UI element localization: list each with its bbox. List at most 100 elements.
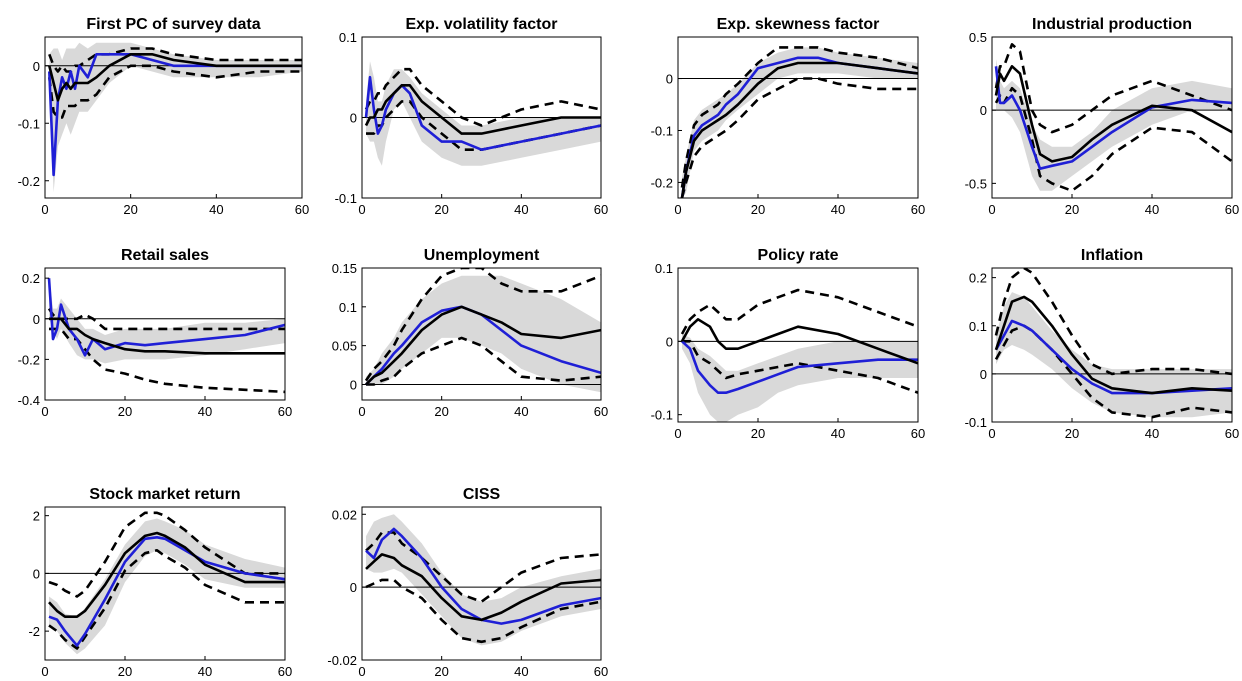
y-tick-label: 0.15 — [332, 261, 357, 276]
confidence-band — [366, 275, 601, 393]
y-tick-label: 0 — [350, 111, 357, 126]
y-tick-label: 0.05 — [332, 339, 357, 354]
x-tick-label: 0 — [358, 404, 365, 419]
series-dashed-line — [48, 549, 285, 650]
x-tick-label: 20 — [434, 404, 448, 419]
y-tick-label: -0.4 — [18, 393, 40, 408]
y-tick-label: -0.1 — [335, 191, 357, 206]
axes-frame — [44, 506, 286, 661]
x-tick-label: 40 — [831, 202, 845, 217]
axes-frame — [44, 36, 303, 199]
panel-title: Inflation — [1081, 247, 1143, 264]
series-dashed-line — [680, 77, 918, 198]
plot-area — [45, 42, 302, 193]
series-dashed-line — [680, 46, 918, 188]
y-tick-label: 0 — [666, 72, 673, 87]
series-black-line — [994, 65, 1232, 163]
x-tick-label: 40 — [514, 202, 528, 217]
confidence-band — [682, 47, 918, 198]
x-tick-label: 0 — [988, 426, 995, 441]
x-tick-label: 20 — [751, 426, 765, 441]
plot-area — [992, 268, 1232, 419]
plot-area — [992, 43, 1232, 192]
y-tick-label: 0.2 — [22, 271, 40, 286]
panel-3: Exp. skewness factor 0 20 40 60 0 -0.1 -0.2 — [651, 16, 926, 217]
confidence-band — [366, 61, 601, 166]
plot-area — [45, 274, 285, 394]
series-black-line — [48, 53, 302, 102]
series-dashed-line — [994, 268, 1232, 376]
y-tick-label: 0 — [980, 367, 987, 382]
x-tick-label: 20 — [118, 664, 132, 679]
y-tick-label: -0.02 — [327, 653, 357, 668]
series-blue-line — [365, 527, 601, 625]
confidence-band — [49, 42, 302, 193]
y-tick-label: 0 — [350, 580, 357, 595]
x-tick-label: 20 — [1065, 426, 1079, 441]
plot-area — [362, 268, 601, 393]
y-tick-label: -0.1 — [965, 415, 987, 430]
series-blue-line — [680, 56, 918, 198]
axes-frame — [361, 267, 602, 401]
y-tick-label: -0.2 — [18, 352, 40, 367]
panel-title: Retail sales — [121, 247, 209, 264]
x-tick-label: 40 — [198, 664, 212, 679]
y-tick-label: 0.5 — [969, 30, 987, 45]
plot-area — [45, 511, 285, 655]
x-tick-label: 0 — [674, 426, 681, 441]
y-tick-label: -0.2 — [651, 175, 673, 190]
series-blue-line — [364, 75, 601, 151]
axes-frame — [44, 267, 286, 401]
y-tick-label: 0.2 — [969, 271, 987, 286]
x-tick-label: 60 — [1225, 426, 1239, 441]
series-blue-line — [365, 305, 601, 386]
x-tick-label: 0 — [358, 202, 365, 217]
y-tick-label: 0 — [980, 103, 987, 118]
series-dashed-line — [48, 64, 302, 119]
series-dashed-line — [47, 307, 285, 331]
series-dashed-line — [366, 336, 601, 386]
y-tick-label: 0.1 — [655, 261, 673, 276]
x-tick-label: 60 — [911, 202, 925, 217]
y-tick-label: 0 — [33, 59, 40, 74]
x-tick-label: 0 — [41, 202, 48, 217]
confidence-band — [49, 274, 285, 364]
x-tick-label: 0 — [358, 664, 365, 679]
x-tick-label: 20 — [118, 404, 132, 419]
panel-title: First PC of survey data — [86, 16, 260, 33]
confidence-band — [682, 334, 918, 422]
series-dashed-line — [365, 531, 601, 603]
x-tick-label: 40 — [1145, 202, 1159, 217]
x-tick-label: 60 — [594, 664, 608, 679]
x-tick-label: 60 — [278, 404, 292, 419]
y-tick-label: -0.1 — [651, 123, 673, 138]
x-tick-label: 20 — [751, 202, 765, 217]
x-tick-label: 60 — [594, 404, 608, 419]
series-black-line — [365, 553, 601, 622]
x-tick-label: 40 — [198, 404, 212, 419]
panel-title: Exp. skewness factor — [717, 16, 880, 33]
y-tick-label: 0 — [666, 334, 673, 349]
x-tick-label: 40 — [209, 202, 223, 217]
axes-frame — [677, 36, 919, 199]
panel-title: Exp. volatility factor — [405, 16, 557, 33]
confidence-band — [996, 292, 1232, 418]
series-dashed-line — [994, 43, 1232, 134]
x-tick-label: 0 — [41, 404, 48, 419]
plot-area — [362, 61, 601, 166]
y-tick-label: -0.2 — [18, 174, 40, 189]
axes-frame — [991, 267, 1233, 423]
panel-title: Stock market return — [89, 486, 240, 503]
x-tick-label: 60 — [278, 664, 292, 679]
y-tick-label: -0.1 — [651, 408, 673, 423]
y-tick-label: 0.1 — [969, 319, 987, 334]
x-tick-label: 60 — [295, 202, 309, 217]
series-dashed-line — [680, 288, 918, 335]
panel-title: Policy rate — [758, 247, 839, 264]
y-tick-label: 2 — [33, 509, 40, 524]
series-black-line — [680, 61, 918, 198]
series-black-line — [48, 531, 285, 618]
